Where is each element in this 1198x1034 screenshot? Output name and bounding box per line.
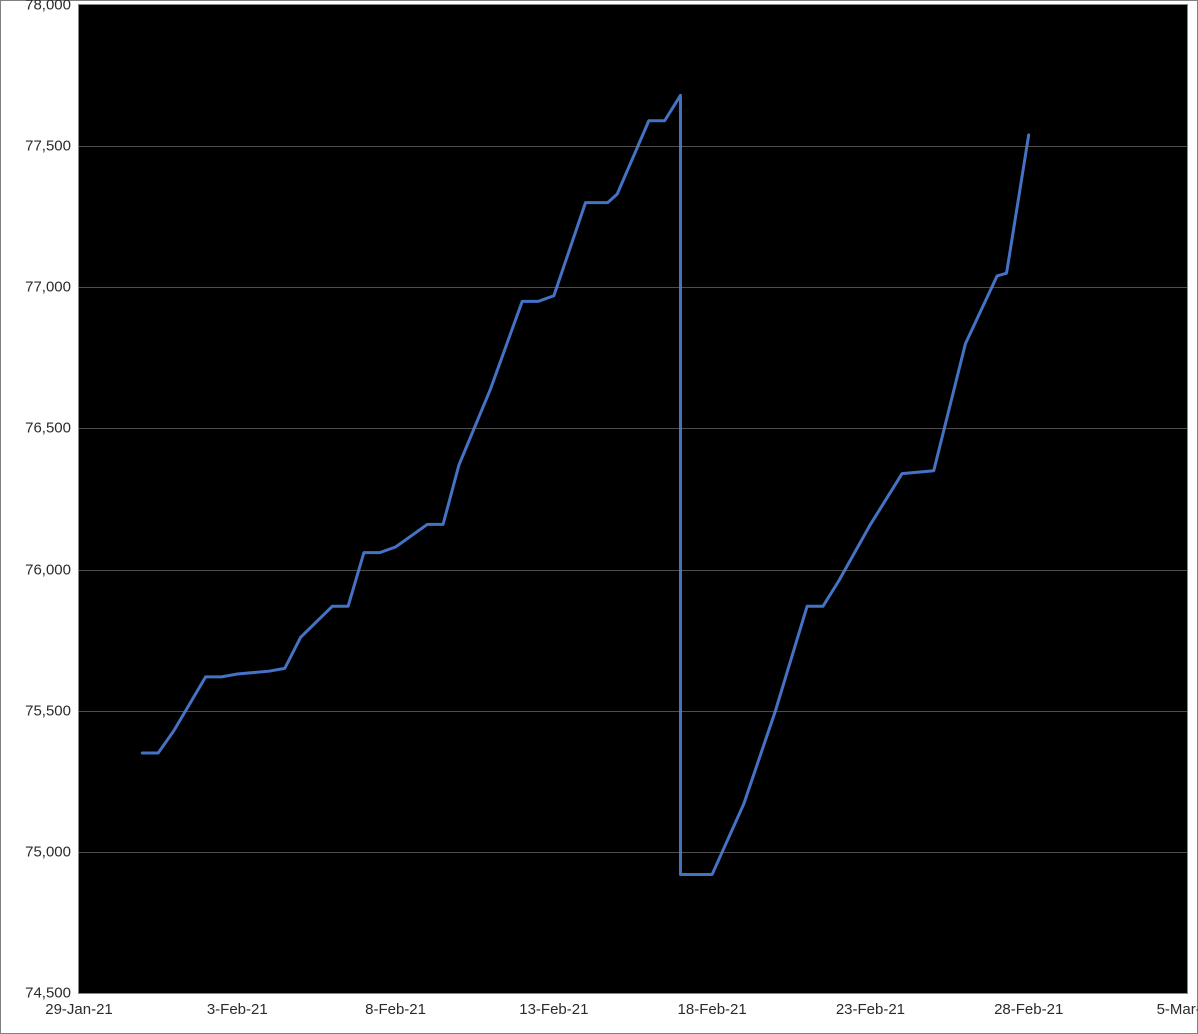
- y-tick-label: 78,000: [25, 0, 79, 14]
- x-tick-label: 23-Feb-21: [836, 993, 905, 1018]
- y-tick-label: 77,500: [25, 138, 79, 155]
- series-polyline: [142, 95, 1028, 874]
- grid-line-y: [79, 287, 1187, 288]
- y-tick-label: 75,500: [25, 702, 79, 719]
- x-tick-label: 29-Jan-21: [45, 993, 113, 1018]
- x-tick-label: 5-Mar-21: [1157, 993, 1198, 1018]
- grid-line-y: [79, 570, 1187, 571]
- y-tick-label: 77,000: [25, 279, 79, 296]
- x-tick-label: 18-Feb-21: [678, 993, 747, 1018]
- x-tick-label: 8-Feb-21: [365, 993, 426, 1018]
- y-tick-label: 76,500: [25, 420, 79, 437]
- y-tick-label: 76,000: [25, 561, 79, 578]
- x-tick-label: 28-Feb-21: [994, 993, 1063, 1018]
- series-line: [79, 5, 1187, 993]
- x-tick-label: 3-Feb-21: [207, 993, 268, 1018]
- y-tick-label: 75,000: [25, 843, 79, 860]
- plot-area: 74,50075,00075,50076,00076,50077,00077,5…: [78, 4, 1188, 994]
- line-chart: 74,50075,00075,50076,00076,50077,00077,5…: [0, 0, 1198, 1034]
- grid-line-y: [79, 711, 1187, 712]
- x-tick-label: 13-Feb-21: [519, 993, 588, 1018]
- grid-line-y: [79, 852, 1187, 853]
- grid-line-y: [79, 146, 1187, 147]
- grid-line-y: [79, 428, 1187, 429]
